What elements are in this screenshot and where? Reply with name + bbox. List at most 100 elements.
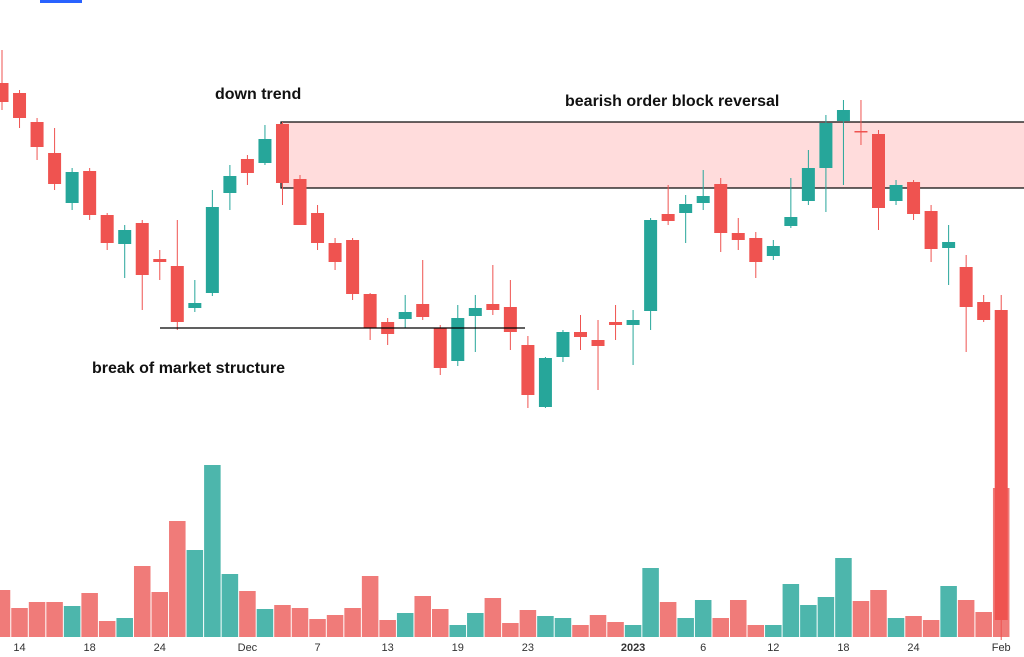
volume-bar bbox=[940, 586, 957, 637]
candle-body bbox=[749, 238, 763, 262]
candle-body bbox=[0, 83, 9, 102]
candle-body bbox=[679, 204, 693, 213]
candle-body bbox=[538, 358, 552, 407]
volume-bar bbox=[554, 618, 572, 637]
candle-body bbox=[854, 131, 868, 133]
volume-bar bbox=[186, 550, 204, 637]
volume-bar bbox=[151, 592, 169, 637]
x-tick-label: 18 bbox=[84, 642, 96, 654]
volume-bar bbox=[607, 622, 624, 637]
volume-bar bbox=[659, 602, 677, 637]
volume-bar bbox=[467, 613, 484, 637]
candle-body bbox=[293, 179, 307, 225]
volume-bar bbox=[677, 618, 694, 637]
candle-body bbox=[398, 312, 412, 319]
volume-bar bbox=[221, 574, 239, 637]
x-tick-label: 24 bbox=[154, 642, 166, 654]
volume-bar bbox=[852, 601, 870, 637]
volume-bar bbox=[344, 608, 361, 637]
volume-bar bbox=[817, 597, 835, 637]
volume-bar bbox=[63, 606, 81, 637]
volume-bar bbox=[502, 623, 519, 637]
candle-body bbox=[65, 172, 79, 203]
volume-bar bbox=[274, 605, 291, 637]
x-tick-label: 19 bbox=[452, 642, 464, 654]
candle-body bbox=[644, 220, 658, 311]
volume-bar bbox=[256, 609, 274, 637]
candle-body bbox=[170, 266, 184, 322]
candle-body bbox=[573, 332, 587, 337]
candle-body bbox=[959, 267, 973, 307]
candle-body bbox=[416, 304, 430, 317]
candle-body bbox=[486, 304, 500, 310]
annotation: break of market structure bbox=[92, 360, 285, 377]
volume-bar bbox=[361, 576, 379, 637]
candle-body bbox=[696, 196, 710, 203]
volume-bar bbox=[449, 625, 467, 637]
candle-body bbox=[83, 171, 97, 215]
volume-bar bbox=[712, 618, 729, 637]
x-tick-label: 7 bbox=[314, 642, 320, 654]
volume-bar bbox=[747, 625, 765, 637]
volume-bar bbox=[46, 602, 63, 637]
candle-body bbox=[591, 340, 605, 346]
candle-body bbox=[451, 318, 465, 361]
candle-body bbox=[223, 176, 237, 193]
candle-body bbox=[609, 322, 623, 325]
volume-bar bbox=[765, 625, 782, 637]
volume-bar bbox=[835, 558, 852, 637]
volume-bar bbox=[414, 596, 431, 637]
volume-bar bbox=[291, 608, 309, 637]
volume-bar bbox=[0, 590, 11, 637]
plot bbox=[0, 50, 1024, 640]
volume-bar bbox=[239, 591, 256, 637]
candle-body bbox=[889, 185, 903, 201]
candle-body bbox=[801, 168, 815, 201]
candle-body bbox=[311, 213, 325, 243]
candle-body bbox=[503, 307, 517, 332]
x-tick-label: 18 bbox=[837, 642, 849, 654]
volume-bar bbox=[589, 615, 607, 637]
candle-body bbox=[994, 310, 1008, 620]
volume-bar bbox=[169, 521, 186, 637]
volume-bar bbox=[905, 616, 922, 637]
x-tick-label: 2023 bbox=[621, 642, 645, 654]
volume-bar bbox=[81, 593, 98, 637]
volume-bar bbox=[133, 566, 151, 637]
candle-body bbox=[13, 93, 27, 118]
volume-bar bbox=[800, 605, 817, 637]
annotation: bearish order block reversal bbox=[565, 93, 779, 110]
candle-body bbox=[731, 233, 745, 240]
x-tick-label: 14 bbox=[13, 642, 25, 654]
candle-body bbox=[714, 184, 728, 233]
volume-bar bbox=[204, 465, 221, 637]
candle-body bbox=[924, 211, 938, 249]
candle-body bbox=[784, 217, 798, 226]
candle-body bbox=[188, 303, 202, 308]
candle-body bbox=[240, 159, 254, 173]
volume-bar bbox=[116, 618, 133, 637]
volume-bar bbox=[326, 615, 344, 637]
candle-body bbox=[118, 230, 132, 244]
annotation: down trend bbox=[215, 86, 301, 103]
candle-body bbox=[977, 302, 991, 320]
toolbar-marker bbox=[40, 0, 82, 3]
volume-bar bbox=[11, 608, 28, 637]
candle-body bbox=[48, 153, 62, 184]
volume-bar bbox=[887, 618, 905, 637]
volume-bar bbox=[729, 600, 747, 637]
candle-body bbox=[626, 320, 640, 325]
x-tick-label: Feb bbox=[992, 642, 1011, 654]
x-tick-label: 6 bbox=[700, 642, 706, 654]
order-block bbox=[280, 121, 1024, 189]
volume-bar bbox=[98, 621, 116, 637]
candle-body bbox=[556, 332, 570, 357]
candle-body bbox=[836, 110, 850, 121]
x-tick-label: 13 bbox=[382, 642, 394, 654]
candle-body bbox=[942, 242, 956, 248]
candle-body bbox=[661, 214, 675, 221]
volume-bar bbox=[870, 590, 887, 637]
volume-bar bbox=[642, 568, 659, 637]
candle-body bbox=[521, 345, 535, 395]
